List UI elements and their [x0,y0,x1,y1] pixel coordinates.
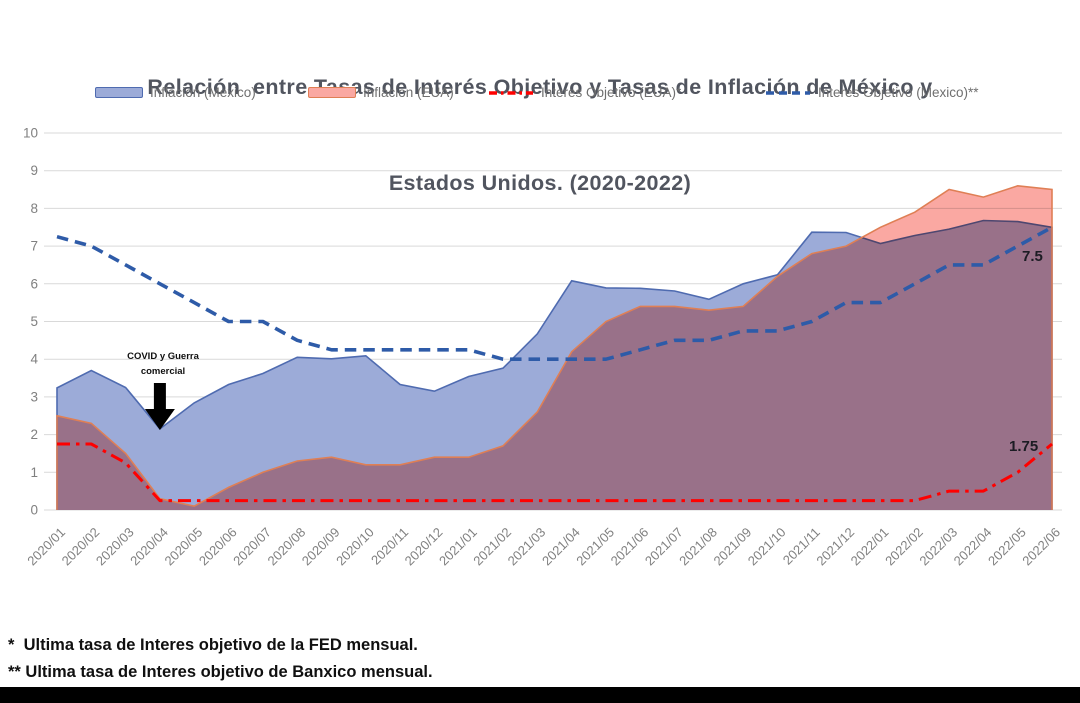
legend-item-interes-objetivo-eua: Interes Objetivo (EUA)* [488,85,681,100]
y-tick-label-10: 10 [23,126,38,141]
legend-label-interes-objetivo-eua: Interes Objetivo (EUA)* [541,85,682,100]
footnote-banxico: ** Ultima tasa de Interes objetivo de Ba… [8,663,433,681]
legend-item-inflacion-eua: Inflacion (EUA) [308,85,454,100]
footnote-fed: * Ultima tasa de Interes objetivo de la … [8,636,418,654]
covid-annotation-line2: comercial [140,366,186,377]
x-tick-label-2022/06: 2022/06 [1019,525,1063,569]
area-edge-inflacion-eua [56,184,1053,510]
y-tick-label-0: 0 [30,503,38,518]
y-tick-label-2: 2 [30,427,38,442]
chart-title: Relación entre Tasas de Interés Objetivo… [0,7,1080,231]
covid-annotation-line1: COVID y Guerra [127,351,199,362]
y-tick-label-7: 7 [30,239,38,254]
legend-label-inflacion-eua: Inflacion (EUA) [363,85,454,100]
y-tick-label-4: 4 [30,352,38,367]
bottom-black-bar [0,687,1080,703]
legend-item-interes-objetivo-mexico: Interes Objetivo (Mexico)** [765,85,979,100]
line-interes-objetivo-mexico [56,225,1053,361]
legend-dash-sample-eua [488,88,534,98]
legend-dash-sample-mexico [765,88,811,98]
footnotes: * Ultima tasa de Interes objetivo de la … [8,632,433,686]
legend-swatch-inflacion-mexico [95,87,143,98]
line-interes-objetivo-eua [57,442,1053,503]
y-tick-label-1: 1 [30,465,38,480]
chart-plot-area: 0123456789102020/012020/022020/032020/04… [23,126,1063,569]
x-tick-label-2020/10: 2020/10 [333,525,377,569]
legend-swatch-inflacion-eua [308,87,356,98]
y-tick-label-5: 5 [30,314,38,329]
covid-arrow-icon [144,383,175,430]
area-inflacion-eua [57,185,1052,511]
legend-label-interes-objetivo-mexico: Interes Objetivo (Mexico)** [818,85,979,100]
chart-title-line1: Relación entre Tasas de Interés Objetivo… [147,75,933,99]
banxico-rate-end-label: 7.5 [1022,248,1043,265]
y-tick-label-8: 8 [30,201,38,216]
y-tick-label-9: 9 [30,163,38,178]
y-tick-label-6: 6 [30,276,38,291]
legend-label-inflacion-mexico: Inflacion (Mexico) [150,85,256,100]
fed-rate-end-label: 1.75 [1009,438,1039,455]
y-tick-label-3: 3 [30,389,38,404]
x-tick-label-2021/10: 2021/10 [745,525,789,569]
covid-annotation: COVID y Guerra comercial [116,349,210,379]
legend-item-inflacion-mexico: Inflacion (Mexico) [95,85,256,100]
chart-title-line2: Estados Unidos. (2020-2022) [388,171,692,195]
